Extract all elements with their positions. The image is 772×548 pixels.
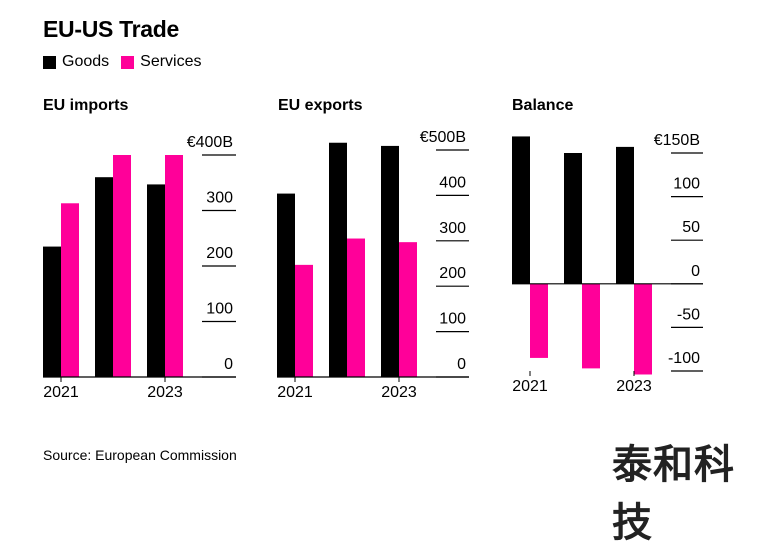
eu-exports-bar-goods-2022: [329, 143, 347, 377]
eu-exports-bar-goods-2023: [381, 146, 399, 377]
eu-imports-bar-services-2021: [61, 203, 79, 377]
balance-bar-services-2022: [582, 284, 600, 369]
eu-exports-y-tick-label: 200: [439, 265, 466, 282]
eu-imports-y-tick-label: 300: [206, 190, 233, 207]
eu-imports-bar-goods-2022: [95, 177, 113, 377]
balance-y-tick-label: -100: [668, 350, 700, 367]
eu-imports-bar-services-2023: [165, 155, 183, 377]
eu-imports-x-tick-label-2023: 2023: [147, 384, 183, 401]
balance-bar-goods-2023: [616, 147, 634, 284]
eu-imports-bar-goods-2021: [43, 247, 61, 377]
balance-x-tick-label-2021: 2021: [512, 378, 548, 395]
eu-imports-y-tick-label: 200: [206, 245, 233, 262]
eu-exports-y-tick-label: €500B: [420, 129, 466, 146]
balance-y-tick-label: 50: [682, 219, 700, 236]
eu-exports-y-tick-label: 300: [439, 220, 466, 237]
eu-exports-bar-services-2021: [295, 265, 313, 377]
source-note: Source: European Commission: [43, 447, 237, 463]
balance-y-tick-label: -50: [677, 306, 700, 323]
eu-exports-x-tick-label-2021: 2021: [277, 384, 313, 401]
balance-y-tick-label: 100: [673, 176, 700, 193]
eu-imports-bar-services-2022: [113, 155, 131, 377]
eu-exports-y-tick-label: 100: [439, 311, 466, 328]
eu-imports-y-tick-label: 100: [206, 301, 233, 318]
eu-exports-y-tick-label: 0: [457, 356, 466, 373]
eu-exports-bar-services-2023: [399, 242, 417, 377]
balance-y-tick-label: €150B: [654, 132, 700, 149]
eu-imports-x-tick-label-2021: 2021: [43, 384, 79, 401]
eu-exports-bar-goods-2021: [277, 194, 295, 377]
balance-bar-goods-2022: [564, 153, 582, 284]
watermark-logo: 泰和科技: [612, 432, 772, 548]
eu-exports-bar-services-2022: [347, 239, 365, 377]
charts-canvas: 0 100 200 300 €400B 2021 2023 0 100 200 300 400 €500…: [0, 0, 772, 478]
balance-bar-services-2021: [530, 284, 548, 358]
balance-x-tick-label-2023: 2023: [616, 378, 652, 395]
balance-bar-services-2023: [634, 284, 652, 375]
balance-bar-goods-2021: [512, 136, 530, 283]
eu-imports-y-tick-label: €400B: [187, 134, 233, 151]
eu-imports-y-tick-label: 0: [224, 356, 233, 373]
balance-y-tick-label: 0: [691, 263, 700, 280]
eu-exports-y-tick-label: 400: [439, 174, 466, 191]
eu-exports-x-tick-label-2023: 2023: [381, 384, 417, 401]
eu-imports-bar-goods-2023: [147, 184, 165, 377]
